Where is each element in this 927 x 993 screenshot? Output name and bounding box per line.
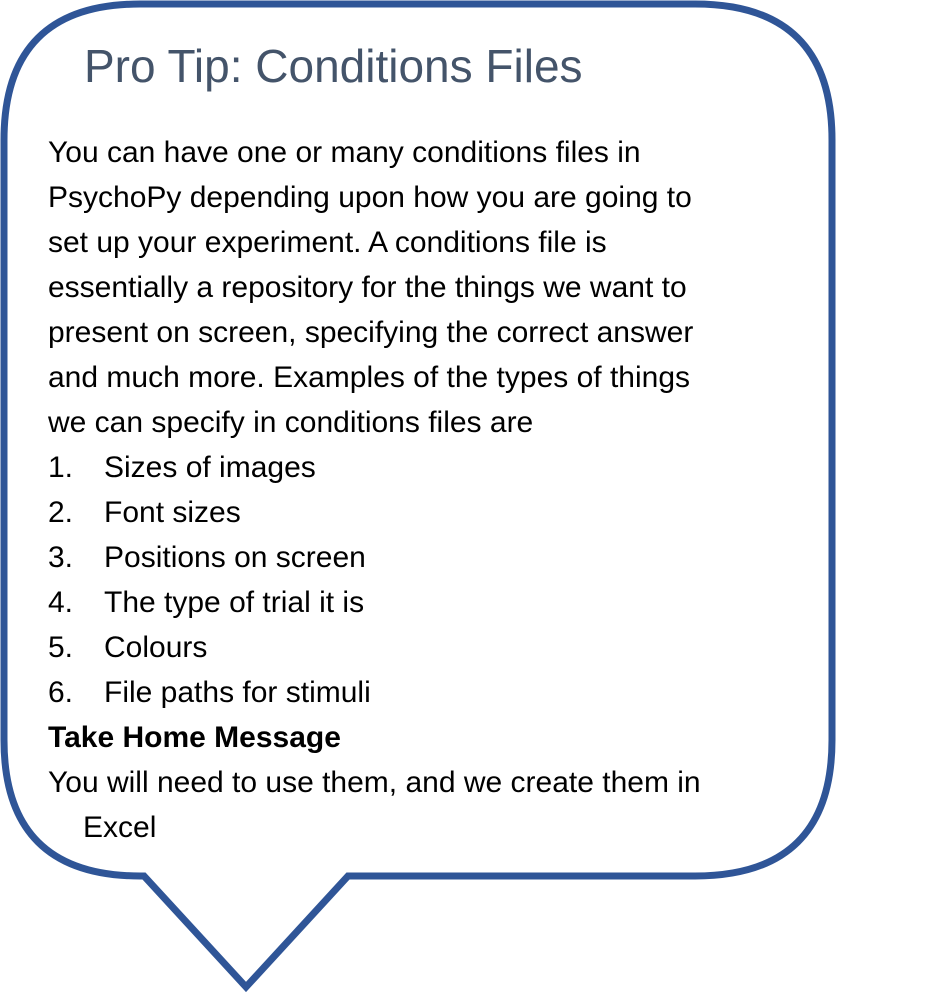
list-number: 2. <box>48 496 74 529</box>
callout-body: You can have one or many conditions file… <box>48 130 818 850</box>
callout-title: Pro Tip: Conditions Files <box>84 40 583 92</box>
list-number: 4. <box>48 586 74 619</box>
list-number: 1. <box>48 451 74 484</box>
list-item: 2. Font sizes <box>48 490 818 535</box>
list-text: The type of trial it is <box>104 586 365 619</box>
intro-line: PsychoPy depending upon how you are goin… <box>48 181 692 214</box>
speech-bubble-shape <box>0 0 836 993</box>
intro-line: set up your experiment. A conditions fil… <box>48 226 607 259</box>
message-line: Excel <box>83 811 157 844</box>
list-item: 4. The type of trial it is <box>48 580 818 625</box>
list-text: Positions on screen <box>104 541 366 574</box>
list-item: 3. Positions on screen <box>48 535 818 580</box>
intro-line: we can specify in conditions files are <box>48 406 534 439</box>
list-number: 3. <box>48 541 74 574</box>
list-text: File paths for stimuli <box>104 676 371 709</box>
list-number: 6. <box>48 676 74 709</box>
intro-line: and much more. Examples of the types of … <box>48 361 690 394</box>
list-item: 5. Colours <box>48 625 818 670</box>
list-item: 6. File paths for stimuli <box>48 670 818 715</box>
message-line: You will need to use them, and we create… <box>48 766 701 799</box>
intro-line: essentially a repository for the things … <box>48 271 687 304</box>
list-text: Font sizes <box>104 496 241 529</box>
list-number: 5. <box>48 631 74 664</box>
examples-list: 1. Sizes of images 2. Font sizes 3. Posi… <box>48 445 818 715</box>
list-item: 1. Sizes of images <box>48 445 818 490</box>
intro-line: You can have one or many conditions file… <box>48 136 641 169</box>
message-heading: Take Home Message <box>48 721 341 754</box>
list-text: Colours <box>104 631 208 664</box>
intro-line: present on screen, specifying the correc… <box>48 316 694 349</box>
list-text: Sizes of images <box>104 451 316 484</box>
